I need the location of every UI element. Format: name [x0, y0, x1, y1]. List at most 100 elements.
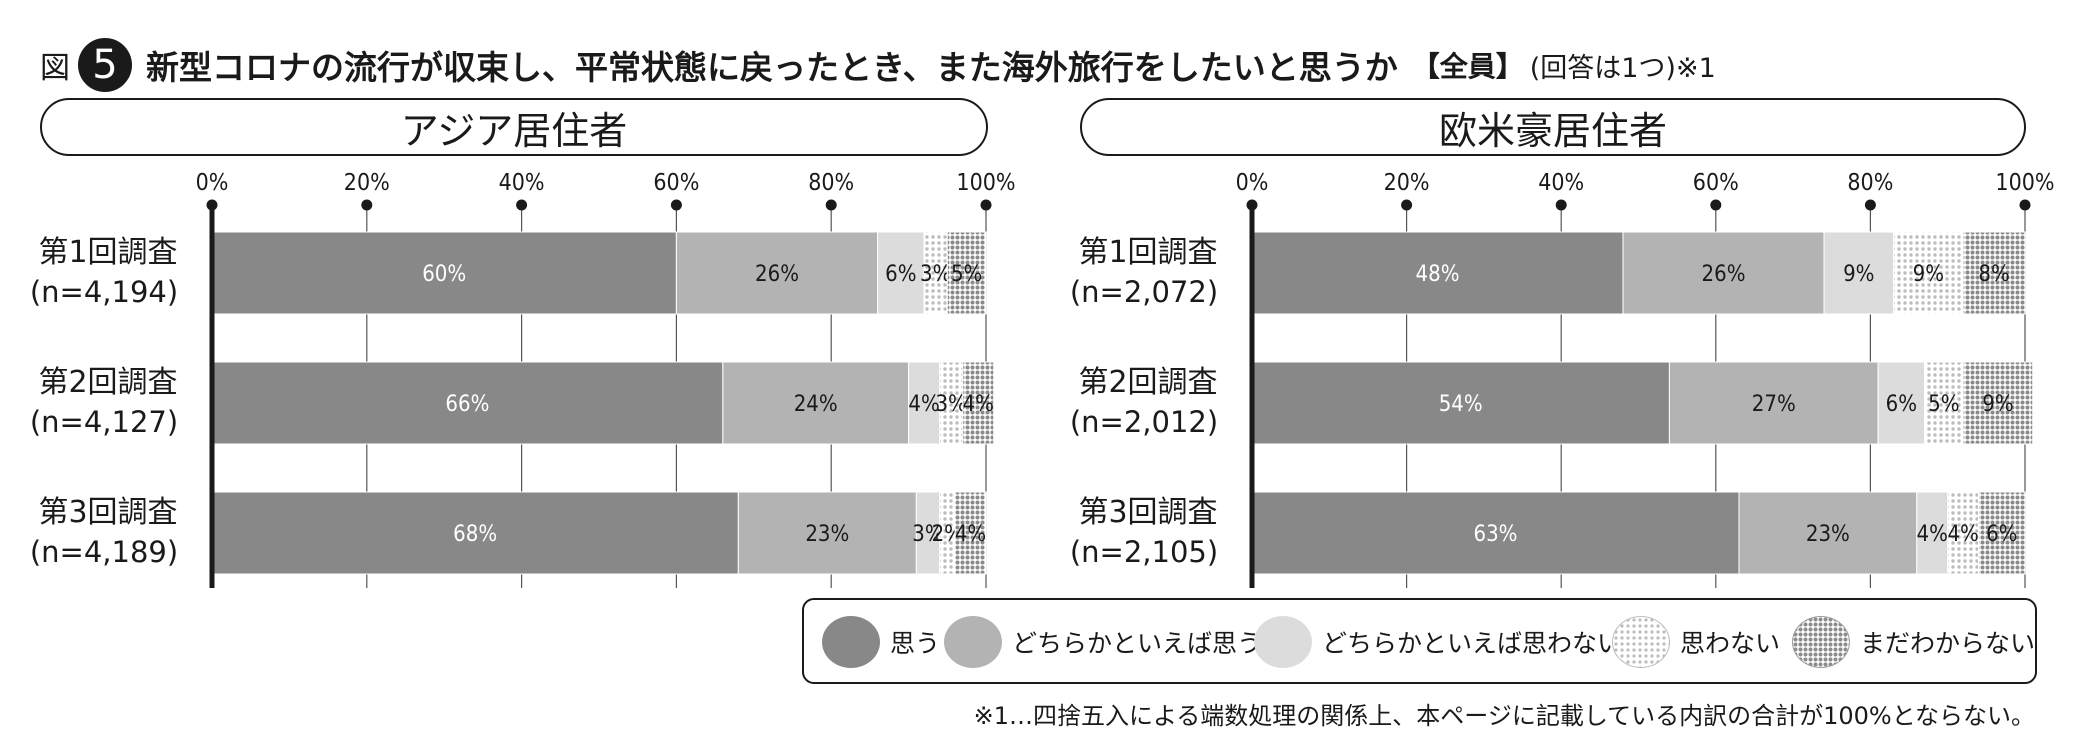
- legend-item-dochiraka-omowanai: どちらかといえば思わない: [1254, 616, 1622, 668]
- bar-segment: [946, 231, 987, 315]
- bar-segment: [737, 491, 917, 575]
- data-label: 68%: [453, 522, 497, 547]
- bar-segment: [1962, 361, 2034, 445]
- tick-label: 40%: [499, 170, 545, 196]
- data-label: 63%: [1473, 522, 1517, 547]
- bar-segment: [877, 231, 925, 315]
- chart-panel-asia: 0% 20% 40% 60% 80% 100%60% 26% 6% 3% 5%第1回調査(n=4,…: [30, 170, 1016, 588]
- data-label: 66%: [445, 392, 489, 417]
- category-n-label: (n=2,072): [1070, 275, 1218, 309]
- tick-label: 0%: [1236, 170, 1269, 196]
- tick-dot: [980, 199, 992, 211]
- bar-segment: [1877, 361, 1926, 445]
- data-label: 4%: [908, 392, 939, 417]
- tick-label: 100%: [956, 170, 1015, 196]
- legend-swatch-madawakaranai: [1792, 616, 1850, 668]
- category-label: 第2回調査: [38, 365, 177, 400]
- data-label: 6%: [1986, 522, 2017, 547]
- legend-item-omowanai: 思わない: [1612, 616, 1780, 668]
- category-n-label: (n=4,194): [30, 275, 178, 309]
- legend-item-omou: 思う: [822, 616, 940, 668]
- tick-label: 0%: [196, 170, 229, 196]
- chart-panel-west: 0% 20% 40% 60% 80% 100% 48% 26% 9% 9% 8% 第1回調査 (n=2,…: [1070, 170, 2055, 588]
- legend-label: 思う: [890, 629, 941, 658]
- data-label: 8%: [1978, 262, 2009, 287]
- tick-dot: [1864, 199, 1876, 211]
- data-label: 4%: [1947, 522, 1978, 547]
- data-label: 3%: [912, 522, 943, 547]
- legend-item-dochiraka-omou: どちらかといえば思う: [944, 616, 1262, 668]
- category-label: 第3回調査: [38, 495, 177, 530]
- figure-label: 図: [40, 51, 70, 86]
- tick-dot: [825, 199, 837, 211]
- bar-segment: [1924, 361, 1964, 445]
- figure-number-badge: 5: [78, 38, 132, 92]
- legend-label: 思わない: [1680, 629, 1781, 658]
- tick-dot: [2019, 199, 2031, 211]
- tick-dot: [1710, 199, 1722, 211]
- data-label: 48%: [1416, 262, 1460, 287]
- tick-dot: [1555, 199, 1567, 211]
- tick-label: 80%: [808, 170, 854, 196]
- footnote: ※1…四捨五入による端数処理の関係上、本ページに記載している内訳の合計が100%…: [973, 702, 2035, 730]
- bar-segment: [211, 231, 677, 315]
- figure-tag: 【全員】: [1411, 50, 1524, 83]
- data-label: 4%: [955, 522, 986, 547]
- legend-label: どちらかといえば思う: [1012, 629, 1263, 658]
- figure-note: (回答は1つ)※1: [1529, 52, 1716, 84]
- bar-segment: [1916, 491, 1949, 575]
- legend-swatch-omou: [822, 616, 880, 668]
- data-label: 54%: [1439, 392, 1483, 417]
- tick-label: 80%: [1847, 170, 1893, 196]
- data-label: 6%: [1886, 392, 1917, 417]
- data-label: 3%: [920, 262, 951, 287]
- legend-item-madawakaranai: まだわからない: [1792, 616, 2035, 668]
- category-n-label: (n=4,127): [30, 405, 178, 439]
- panel-title-asia: アジア居住者: [40, 98, 988, 156]
- bar-segment: [1893, 231, 1964, 315]
- bar-segment: [1251, 361, 1670, 445]
- legend-swatch-dochiraka-omou: [944, 616, 1002, 668]
- data-label: 4%: [963, 392, 994, 417]
- panel-title-west: 欧米豪居住者: [1080, 98, 2026, 156]
- legend: 思う どちらかといえば思う どちらかといえば思わない 思わない まだわからない: [802, 598, 2037, 684]
- tick-label: 20%: [1384, 170, 1430, 196]
- bar-segment: [962, 361, 995, 445]
- tick-dot: [670, 199, 682, 211]
- tick-dot: [516, 199, 528, 211]
- bar-segment: [1978, 491, 2026, 575]
- data-label: 27%: [1752, 392, 1796, 417]
- tick-label: 60%: [1693, 170, 1739, 196]
- figure-title: 新型コロナの流行が収束し、平常状態に戻ったとき、また海外旅行をしたいと思うか: [146, 48, 1398, 87]
- tick-label: 20%: [344, 170, 390, 196]
- category-n-label: (n=2,012): [1070, 405, 1218, 439]
- figure-title-row: 図 5 新型コロナの流行が収束し、平常状態に戻ったとき、また海外旅行をしたいと思…: [40, 30, 1716, 100]
- legend-swatch-omowanai: [1612, 616, 1670, 668]
- bar-segment: [1251, 231, 1624, 315]
- data-label: 9%: [1982, 392, 2013, 417]
- data-label: 4%: [1917, 522, 1948, 547]
- data-label: 60%: [422, 262, 466, 287]
- bar-segment: [211, 491, 739, 575]
- category-label: 第2回調査: [1078, 365, 1217, 400]
- tick-label: 40%: [1538, 170, 1584, 196]
- data-label: 23%: [1806, 522, 1850, 547]
- category-label: 第3回調査: [1078, 495, 1217, 530]
- data-label: 5%: [951, 262, 982, 287]
- legend-label: どちらかといえば思わない: [1322, 629, 1623, 658]
- bar-segment: [1738, 491, 1918, 575]
- data-label: 24%: [794, 392, 838, 417]
- category-n-label: (n=4,189): [30, 535, 178, 569]
- data-label: 23%: [805, 522, 849, 547]
- data-label: 26%: [1702, 262, 1746, 287]
- data-label: 3%: [935, 392, 966, 417]
- tick-label: 60%: [653, 170, 699, 196]
- bar-segment: [211, 361, 724, 445]
- category-n-label: (n=2,105): [1070, 535, 1218, 569]
- bar-segment: [1962, 231, 2026, 315]
- category-label: 第1回調査: [38, 235, 177, 270]
- data-label: 26%: [755, 262, 799, 287]
- category-label: 第1回調査: [1078, 235, 1217, 270]
- tick-dot: [361, 199, 373, 211]
